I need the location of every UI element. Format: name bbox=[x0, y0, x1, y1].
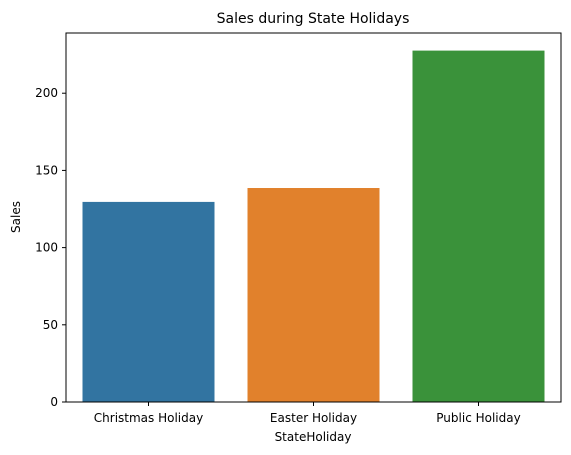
x-tick-label: Easter Holiday bbox=[270, 411, 357, 425]
bar-easter-holiday bbox=[247, 188, 380, 402]
x-tick-label: Public Holiday bbox=[436, 411, 520, 425]
y-axis-label: Sales bbox=[9, 201, 23, 233]
y-tick-label: 50 bbox=[43, 318, 58, 332]
chart-title: Sales during State Holidays bbox=[217, 11, 410, 27]
bar-christmas-holiday bbox=[82, 201, 215, 402]
y-tick-label: 150 bbox=[35, 163, 58, 177]
y-tick-label: 0 bbox=[50, 395, 58, 409]
x-axis-label: StateHoliday bbox=[275, 430, 352, 444]
bar-public-holiday bbox=[412, 50, 545, 403]
plot-frame bbox=[65, 32, 562, 403]
bars-group bbox=[82, 50, 545, 403]
y-tick-label: 200 bbox=[35, 86, 58, 100]
x-ticks: Christmas Holiday Easter Holiday Public Ho… bbox=[94, 402, 521, 425]
y-tick-label: 100 bbox=[35, 241, 58, 255]
y-ticks: 0 50 100 150 200 bbox=[35, 86, 66, 409]
x-tick-label: Christmas Holiday bbox=[94, 411, 203, 425]
